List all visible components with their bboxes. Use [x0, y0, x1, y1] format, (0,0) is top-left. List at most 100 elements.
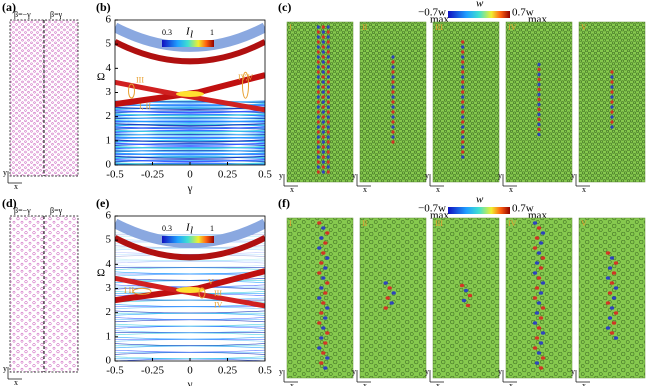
y-tick-label: 0: [106, 159, 112, 171]
lattice-label: β=γ: [50, 206, 63, 215]
mode-amplitude: [326, 30, 330, 34]
mode-amplitude: [461, 60, 465, 64]
w-label: w: [476, 194, 484, 206]
mode-amplitude: [461, 298, 467, 303]
mode-amplitude: [540, 356, 546, 360]
mode-amplitude: [321, 45, 325, 49]
mode-amplitude: [321, 301, 326, 305]
mode-amplitude: [321, 85, 325, 89]
mode-amplitude: [316, 50, 320, 54]
axis-glyph-x: x: [509, 185, 513, 194]
mode-amplitude: [467, 293, 473, 298]
mode-amplitude: [534, 361, 540, 365]
mode-amplitude: [316, 35, 320, 39]
panel-label: (c): [278, 0, 291, 14]
mode-amplitude: [391, 75, 395, 79]
mode-amplitude: [391, 70, 395, 74]
mode-amplitude: [321, 30, 325, 34]
band-line: [115, 158, 265, 163]
mode-amplitude: [538, 241, 544, 245]
mode-amplitude: [316, 120, 320, 124]
mode-amplitude: [321, 60, 325, 64]
mode-amplitude: [326, 80, 330, 84]
mode-amplitude: [534, 286, 540, 290]
mode-amplitude: [326, 95, 330, 99]
annotation-ring: [198, 287, 206, 299]
band-line: [115, 332, 265, 336]
mode-amplitude: [532, 321, 538, 325]
mode-amplitude: [610, 115, 614, 119]
mode-shape: [432, 217, 500, 379]
mode-amplitude: [316, 70, 320, 74]
mode-amplitude: [323, 291, 328, 295]
mode-amplitude: [326, 160, 330, 164]
mode-amplitude: [391, 125, 395, 129]
x-tick-label: 0: [187, 365, 193, 377]
mode-amplitude: [321, 95, 325, 99]
mode-amplitude: [383, 281, 388, 285]
mode-amplitude: [316, 130, 320, 134]
y-tick-label: 6: [106, 14, 112, 26]
mode-amplitude: [538, 366, 544, 370]
band-line: [115, 110, 265, 114]
mode-amplitude: [317, 296, 322, 300]
mode-label: II: [362, 23, 368, 32]
mode-amplitude: [534, 261, 540, 265]
axis-glyph-y: y: [352, 367, 356, 376]
mode-shape: [505, 21, 573, 183]
band-line: [115, 142, 265, 146]
band-line: [115, 129, 265, 133]
axis-glyph-x: x: [290, 185, 294, 194]
mode-label: V: [581, 23, 587, 32]
mode-amplitude: [326, 130, 330, 134]
mode-amplitude: [316, 25, 320, 29]
w-max: 0.7w: [512, 7, 534, 19]
mode-amplitude: [537, 97, 541, 102]
mode-amplitude: [610, 120, 614, 124]
panel-label: (d): [2, 196, 17, 210]
mode-amplitude: [540, 331, 546, 335]
x-tick-label: -0.5: [106, 365, 124, 377]
annotation: V: [208, 278, 214, 287]
band-line: [115, 123, 265, 127]
mode-amplitude: [605, 301, 611, 305]
mode-amplitude: [461, 70, 465, 74]
mode-amplitude: [537, 72, 541, 77]
mode-amplitude: [536, 251, 542, 255]
mode-amplitude: [319, 361, 324, 365]
axis-glyph-y: y: [498, 367, 502, 376]
mode-amplitude: [326, 125, 330, 129]
mode-amplitude: [391, 65, 395, 69]
mode-amplitude: [532, 221, 538, 225]
edge-glow: [176, 90, 204, 97]
mode-amplitude: [536, 276, 542, 280]
mode-amplitude: [461, 145, 465, 149]
mode-amplitude: [319, 336, 324, 340]
colorbar: [448, 11, 510, 18]
mode-amplitude: [611, 296, 617, 300]
mode-amplitude: [326, 145, 330, 149]
lattice-label: β=γ: [50, 10, 63, 19]
mode-amplitude: [326, 65, 330, 69]
mode-amplitude: [537, 77, 541, 82]
annotation-ring: [128, 83, 135, 99]
mode-amplitude: [323, 241, 328, 245]
mode-amplitude: [540, 256, 546, 260]
y-tick-label: 5: [106, 38, 112, 50]
mode-amplitude: [613, 336, 619, 340]
axis-glyph-y: y: [425, 171, 429, 180]
mode-amplitude: [391, 95, 395, 99]
mode-amplitude: [538, 341, 544, 345]
band-line: [115, 319, 265, 323]
colorbar-max: 1: [210, 224, 214, 233]
band-line: [115, 326, 265, 329]
mode-amplitude: [461, 90, 465, 94]
mode-amplitude: [325, 356, 330, 360]
mode-amplitude: [610, 110, 614, 114]
mode-amplitude: [536, 351, 542, 355]
mode-amplitude: [321, 155, 325, 159]
mode-amplitude: [537, 67, 541, 72]
band-line: [115, 310, 265, 314]
mode-amplitude: [326, 165, 330, 169]
annotation: IV: [214, 301, 223, 310]
